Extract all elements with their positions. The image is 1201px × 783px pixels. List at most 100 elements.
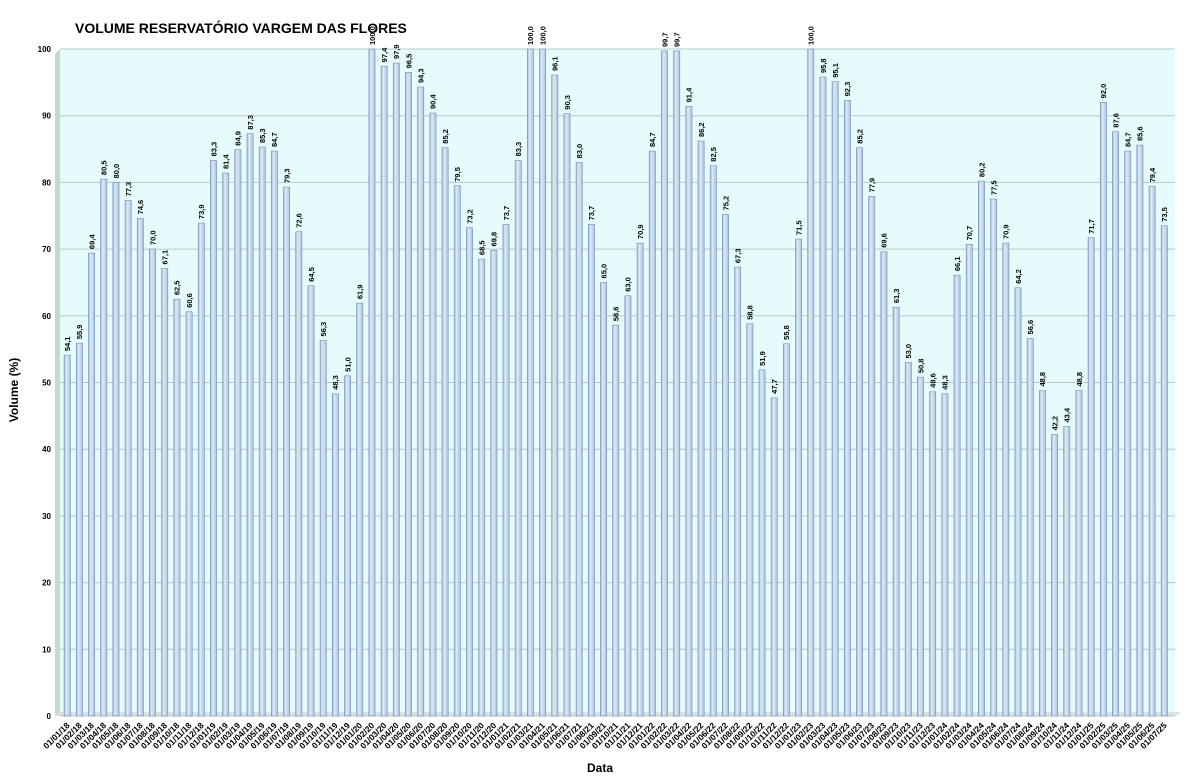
data-label: 73,2 — [465, 209, 474, 224]
data-label: 77,9 — [868, 178, 877, 193]
bar — [1026, 338, 1034, 717]
data-label: 85,2 — [855, 129, 864, 144]
bar — [746, 323, 754, 717]
y-tick-label: 0 — [47, 712, 52, 721]
data-label: 66,1 — [953, 257, 962, 272]
bar — [978, 180, 985, 717]
bar — [856, 147, 863, 717]
data-label: 64,2 — [1014, 269, 1023, 284]
bar — [648, 150, 656, 717]
data-label: 71,5 — [794, 220, 803, 235]
data-label: 56,6 — [1026, 320, 1035, 335]
data-label: 55,8 — [782, 325, 791, 340]
data-label: 84,7 — [648, 132, 657, 147]
data-label: 92,0 — [1099, 84, 1108, 99]
data-label: 100,0 — [538, 26, 547, 45]
data-label: 83,3 — [209, 142, 218, 157]
y-tick-label: 100 — [38, 45, 52, 54]
data-label: 94,3 — [417, 68, 426, 83]
bar — [661, 50, 668, 717]
data-label: 69,8 — [490, 232, 499, 247]
bar — [600, 282, 607, 717]
bar — [527, 48, 534, 717]
data-label: 53,0 — [904, 344, 913, 359]
data-label: 79,4 — [1148, 167, 1157, 182]
bar — [1112, 131, 1119, 717]
data-label: 48,3 — [941, 375, 950, 390]
bar — [331, 393, 339, 717]
bar — [283, 186, 291, 717]
bar — [112, 182, 120, 717]
bar — [222, 172, 230, 717]
bar — [1063, 426, 1071, 717]
bar — [880, 251, 888, 717]
y-tick-label: 90 — [42, 112, 51, 121]
bar — [1087, 237, 1095, 717]
data-label: 73,7 — [587, 206, 596, 221]
bar — [929, 391, 937, 717]
data-label: 55,9 — [75, 325, 84, 340]
bar — [1148, 186, 1156, 717]
bar — [843, 100, 851, 717]
bar — [990, 198, 998, 717]
bar — [392, 62, 400, 717]
data-label: 100,0 — [807, 26, 816, 45]
bar — [917, 376, 924, 717]
bar — [685, 106, 693, 717]
bar — [575, 162, 583, 717]
data-label: 67,1 — [161, 250, 170, 265]
bar — [234, 149, 242, 717]
bar — [1002, 242, 1010, 717]
data-label: 97,4 — [380, 47, 389, 62]
data-label: 60,6 — [185, 293, 194, 308]
data-label: 50,8 — [916, 359, 925, 374]
data-label: 77,5 — [989, 180, 998, 195]
data-label: 83,0 — [575, 144, 584, 159]
data-label: 82,5 — [709, 147, 718, 162]
bar — [136, 218, 144, 717]
data-label: 80,2 — [977, 162, 986, 177]
y-tick-label: 40 — [42, 445, 51, 454]
bar — [441, 147, 449, 717]
data-label: 48,8 — [1038, 372, 1047, 387]
bar — [453, 185, 461, 717]
data-label: 95,1 — [831, 63, 840, 78]
bar — [63, 354, 71, 717]
bar — [271, 150, 278, 717]
data-label: 87,3 — [246, 115, 255, 130]
bar — [258, 146, 266, 717]
data-label: 96,5 — [404, 54, 413, 69]
x-axis-title: Data — [587, 761, 613, 775]
bar — [478, 258, 486, 717]
data-label: 48,6 — [928, 373, 937, 388]
data-label: 100,0 — [526, 26, 535, 45]
bar — [368, 48, 376, 717]
data-label: 70,0 — [148, 230, 157, 245]
bar — [1014, 287, 1022, 717]
bar — [380, 66, 388, 717]
y-tick-label: 60 — [42, 312, 51, 321]
data-label: 58,6 — [612, 307, 621, 322]
y-tick-label: 50 — [42, 379, 51, 388]
bar — [709, 165, 717, 717]
data-label: 61,9 — [356, 285, 365, 300]
data-label: 73,9 — [197, 204, 206, 219]
bar — [868, 196, 876, 717]
bar — [405, 72, 412, 717]
data-label: 71,7 — [1087, 219, 1096, 234]
bar — [1099, 102, 1107, 717]
data-label: 62,5 — [173, 281, 182, 296]
data-label: 56,3 — [319, 322, 328, 337]
bar — [539, 48, 547, 717]
data-label: 91,4 — [685, 87, 694, 102]
data-label: 73,7 — [502, 206, 511, 221]
data-label: 79,3 — [282, 168, 291, 183]
bar — [344, 375, 351, 717]
data-label: 48,8 — [1075, 372, 1084, 387]
bar — [197, 222, 205, 717]
data-label: 74,6 — [136, 200, 145, 215]
data-label: 81,4 — [221, 154, 230, 169]
y-tick-label: 70 — [42, 245, 51, 254]
data-label: 47,7 — [770, 379, 779, 394]
